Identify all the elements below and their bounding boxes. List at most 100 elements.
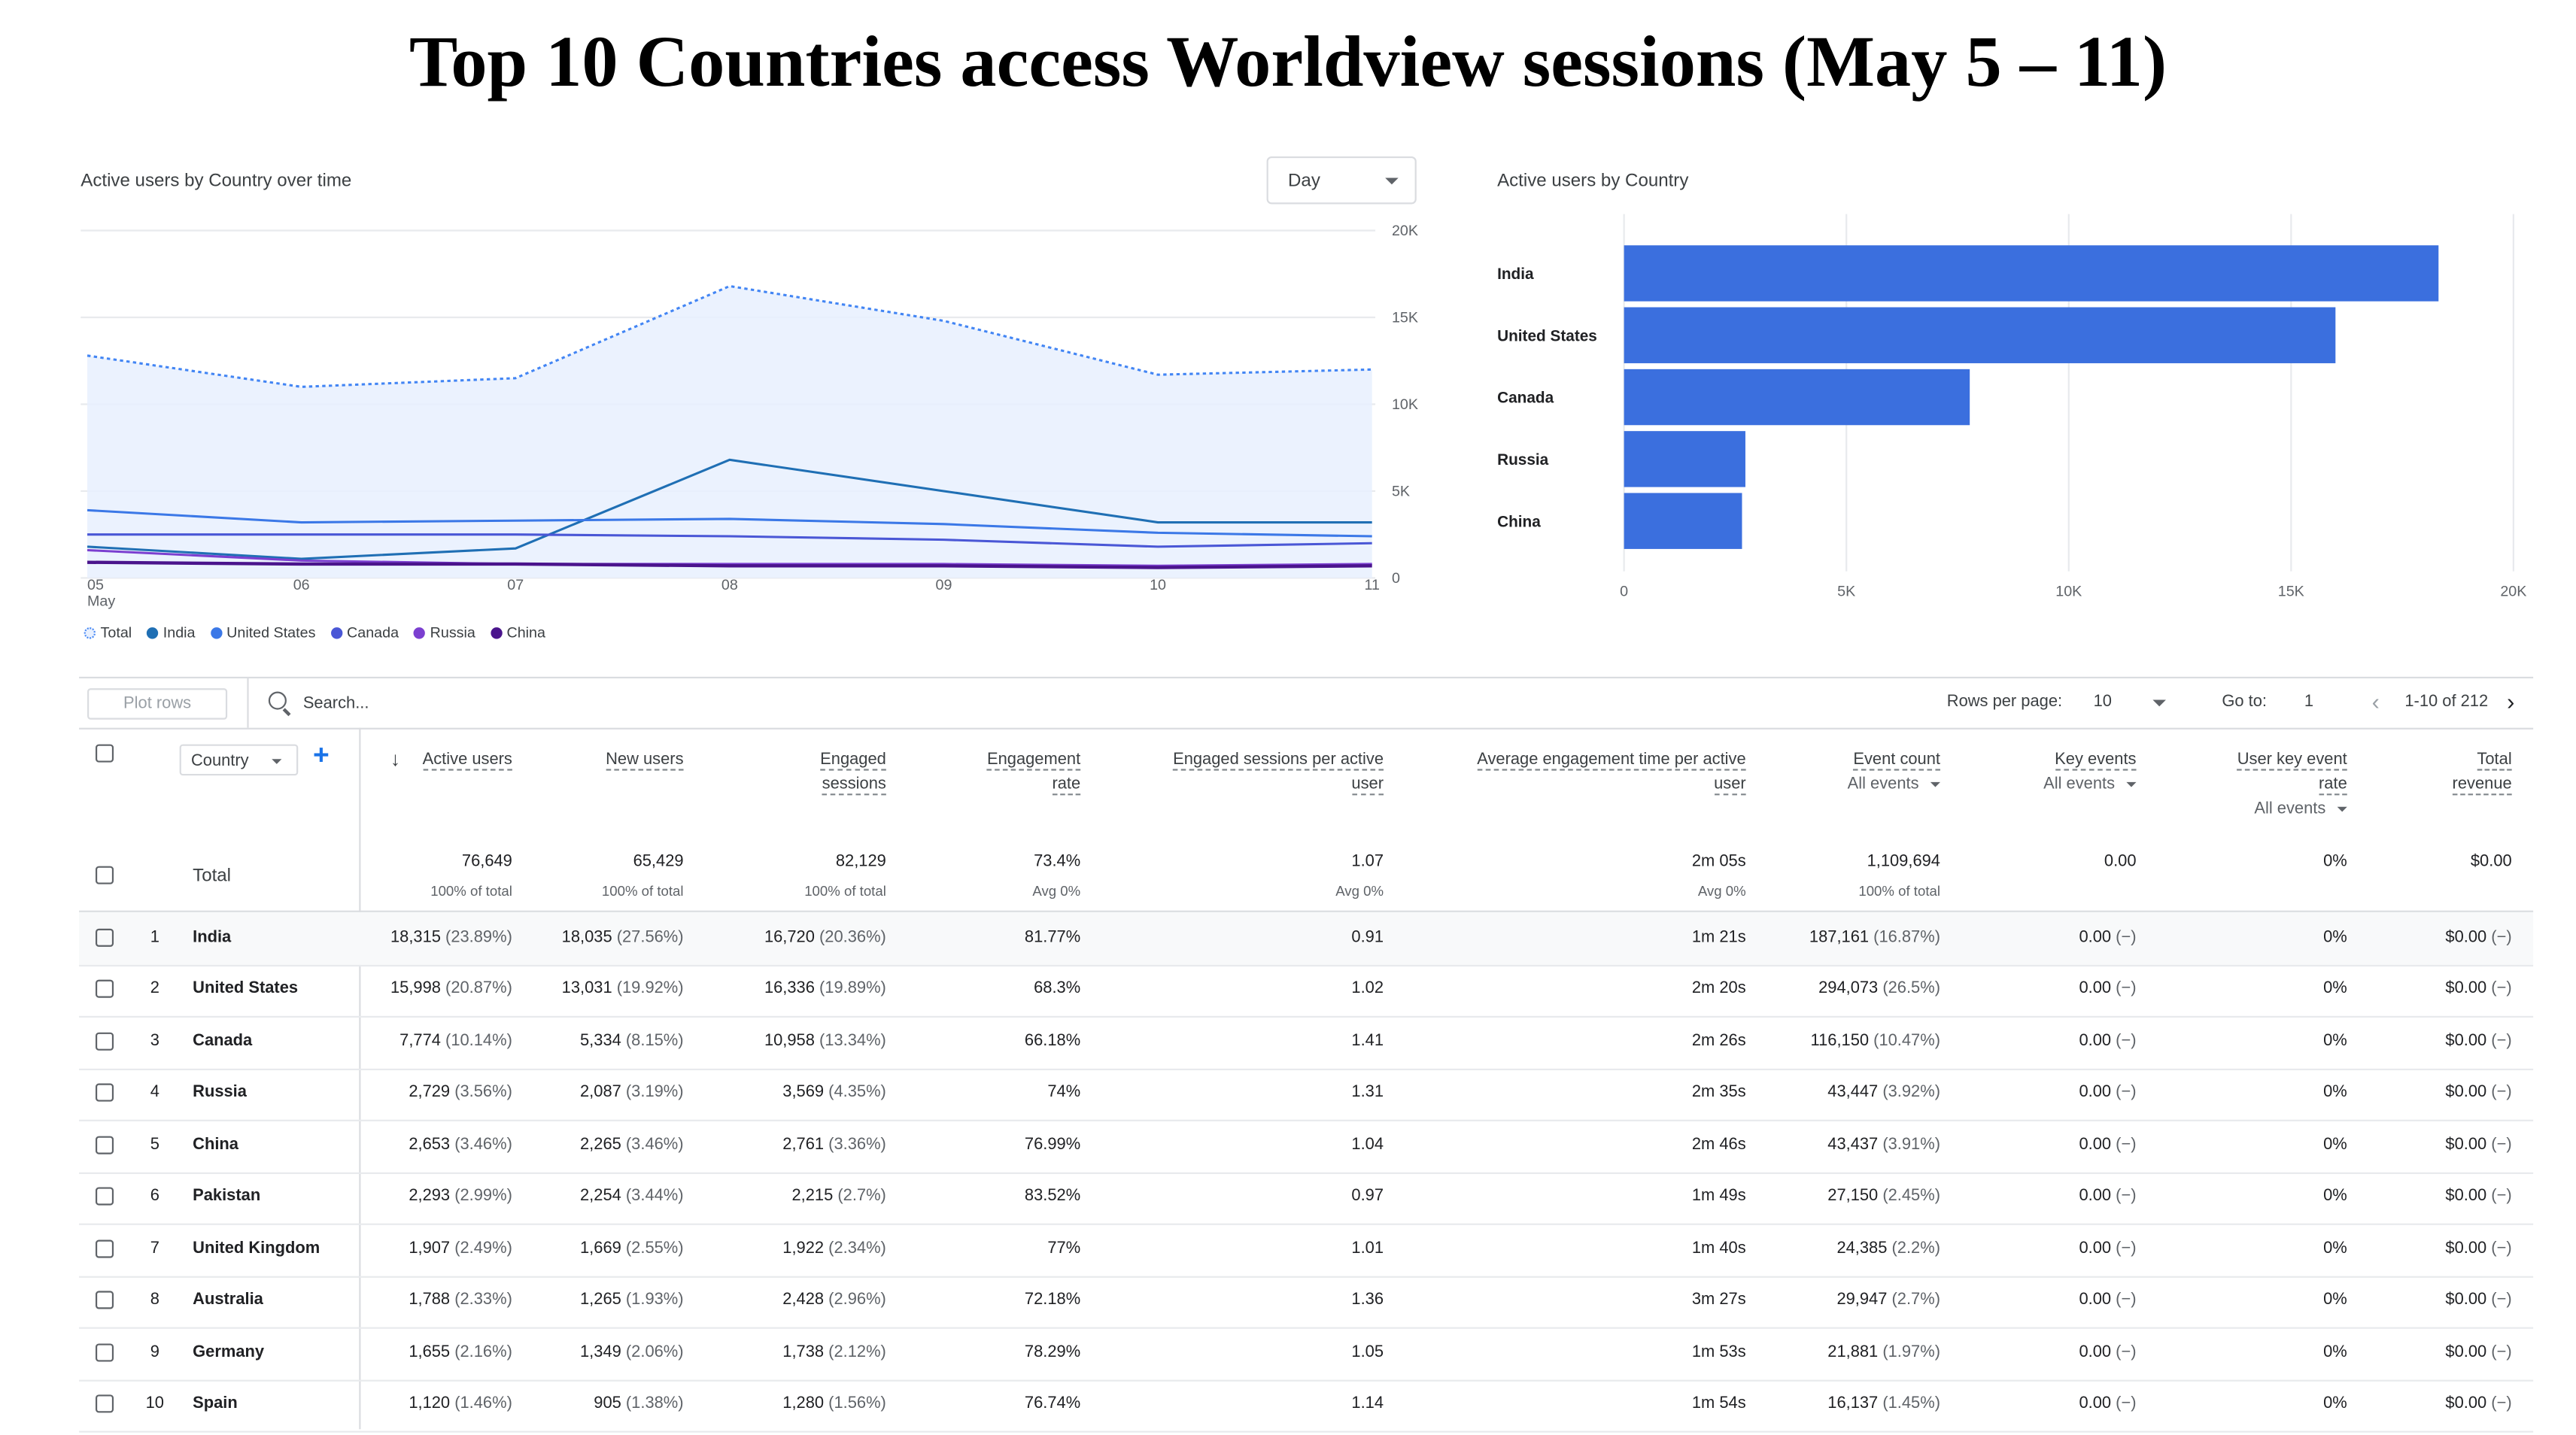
row-checkbox[interactable] xyxy=(95,928,114,947)
table-cell: 0% xyxy=(2323,1032,2347,1051)
bar-united-states[interactable] xyxy=(1624,307,2336,363)
row-checkbox[interactable] xyxy=(95,980,114,999)
table-cell: 2,087 (3.19%) xyxy=(580,1084,684,1103)
table-cell: 2,254 (3.44%) xyxy=(580,1188,684,1206)
line-chart-legend: Total India United States Canada Russia China xyxy=(84,624,545,641)
country-name[interactable]: Spain xyxy=(193,1394,238,1413)
search-icon[interactable] xyxy=(268,691,287,710)
bar-category-label: China xyxy=(1497,513,1541,530)
granularity-select[interactable]: Day xyxy=(1266,156,1417,205)
table-cell: 1m 54s xyxy=(1691,1394,1746,1413)
legend-label: Canada xyxy=(347,623,399,641)
total-subtext: Avg 0% xyxy=(1032,882,1081,900)
chevron-left-icon[interactable]: ‹ xyxy=(2371,688,2380,715)
country-name[interactable]: China xyxy=(193,1136,238,1154)
table-cell: 0% xyxy=(2323,1342,2347,1362)
plot-rows-button[interactable]: Plot rows xyxy=(87,688,228,720)
metric-filter-select[interactable]: All events xyxy=(1848,775,1940,793)
legend-item[interactable]: India xyxy=(146,624,196,641)
x-tick-label: 11 xyxy=(1364,577,1379,593)
bar-india[interactable] xyxy=(1624,245,2439,302)
table-cell: 0.00 (−) xyxy=(2079,980,2137,999)
series-line-united-states[interactable] xyxy=(87,508,1372,538)
total-value: 1.07 xyxy=(1351,853,1384,872)
select-all-checkbox[interactable] xyxy=(95,744,114,763)
chevron-right-icon[interactable]: › xyxy=(2507,688,2515,715)
table-cell: 1,669 (2.55%) xyxy=(580,1239,684,1258)
column-header[interactable]: Event count All events xyxy=(1848,748,1940,797)
column-header-label: Engaged xyxy=(820,751,886,771)
country-name[interactable]: Australia xyxy=(193,1291,263,1310)
table-cell: 0% xyxy=(2323,928,2347,947)
country-name[interactable]: India xyxy=(193,928,232,947)
legend-item[interactable]: Canada xyxy=(330,624,399,641)
row-checkbox[interactable] xyxy=(95,1188,114,1206)
legend-item[interactable]: Russia xyxy=(413,624,475,641)
legend-item[interactable]: China xyxy=(490,624,545,641)
x-tick-label: 06 xyxy=(293,577,310,593)
column-header[interactable]: Key events All events xyxy=(2043,748,2137,797)
table-cell: 2m 26s xyxy=(1691,1032,1746,1051)
goto-input[interactable]: 1 xyxy=(2304,693,2314,711)
row-checkbox[interactable] xyxy=(95,1394,114,1413)
row-checkbox[interactable] xyxy=(95,1291,114,1310)
table-cell: 1,738 (2.12%) xyxy=(782,1342,886,1362)
metric-filter-select[interactable]: All events xyxy=(2043,775,2137,793)
table-cell: 2,653 (3.46%) xyxy=(409,1136,512,1154)
country-name[interactable]: Pakistan xyxy=(193,1188,261,1206)
row-number: 6 xyxy=(150,1188,159,1206)
bar-china[interactable] xyxy=(1624,493,1742,549)
rows-per-page-select[interactable]: 10 xyxy=(2093,693,2112,711)
table-cell: 1.41 xyxy=(1351,1032,1384,1051)
table-cell: 0.00 (−) xyxy=(2079,1239,2137,1258)
column-header[interactable]: Total revenue xyxy=(2452,748,2512,797)
column-header[interactable]: User key event rate All events xyxy=(2237,748,2347,822)
add-dimension-icon[interactable]: + xyxy=(312,739,330,771)
row-checkbox[interactable] xyxy=(95,1032,114,1051)
country-name[interactable]: Germany xyxy=(193,1342,265,1362)
table-cell: 116,150 (10.47%) xyxy=(1810,1032,1940,1051)
column-header[interactable]: Average engagement time per active user xyxy=(1477,748,1746,797)
total-value: 0.00 xyxy=(2104,853,2137,872)
country-name[interactable]: United Kingdom xyxy=(193,1239,320,1258)
sort-descending-icon[interactable]: ↓ xyxy=(390,747,400,771)
chevron-down-icon xyxy=(1385,177,1399,185)
country-name[interactable]: Russia xyxy=(193,1084,247,1103)
row-checkbox[interactable] xyxy=(95,1342,114,1362)
row-number: 2 xyxy=(150,980,159,999)
search-input[interactable] xyxy=(302,690,633,717)
table-cell: 187,161 (16.87%) xyxy=(1809,928,1940,947)
column-header[interactable]: Active users xyxy=(422,748,512,772)
table-cell: 1,265 (1.93%) xyxy=(580,1291,684,1310)
table-cell: 0% xyxy=(2323,1084,2347,1103)
series-line-canada[interactable] xyxy=(87,533,1372,548)
bar-canada[interactable] xyxy=(1624,369,1970,426)
country-name[interactable]: United States xyxy=(193,980,299,999)
row-checkbox[interactable] xyxy=(95,1084,114,1103)
legend-item[interactable]: Total xyxy=(84,624,132,641)
table-cell: 2,293 (2.99%) xyxy=(409,1188,512,1206)
table-cell: 24,385 (2.2%) xyxy=(1836,1239,1940,1258)
row-checkbox[interactable] xyxy=(95,1136,114,1154)
table-cell: 905 (1.38%) xyxy=(594,1394,684,1413)
row-divider xyxy=(79,1223,2534,1225)
series-line-total[interactable] xyxy=(87,284,1372,388)
column-header[interactable]: Engaged sessions xyxy=(820,748,886,797)
column-header[interactable]: New users xyxy=(606,748,684,772)
row-checkbox[interactable] xyxy=(95,1239,114,1258)
column-header[interactable]: Engagement rate xyxy=(987,748,1081,797)
total-row-checkbox[interactable] xyxy=(95,866,114,884)
series-line-russia[interactable] xyxy=(87,548,1372,567)
series-line-china[interactable] xyxy=(87,560,1372,569)
country-name[interactable]: Canada xyxy=(193,1032,253,1051)
metric-filter-select[interactable]: All events xyxy=(2254,800,2347,818)
series-line-india[interactable] xyxy=(87,458,1372,560)
table-cell: 1,120 (1.46%) xyxy=(409,1394,512,1413)
row-number: 3 xyxy=(150,1032,159,1051)
column-header[interactable]: Engaged sessions per active user xyxy=(1173,748,1384,797)
legend-item[interactable]: United States xyxy=(210,624,315,641)
dimension-select[interactable]: Country xyxy=(179,744,299,776)
chevron-down-icon[interactable] xyxy=(2152,699,2166,707)
bar-russia[interactable] xyxy=(1624,431,1745,487)
rows-per-page-label: Rows per page: xyxy=(1946,693,2063,711)
